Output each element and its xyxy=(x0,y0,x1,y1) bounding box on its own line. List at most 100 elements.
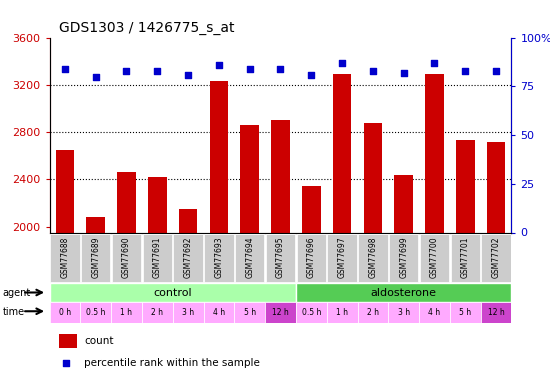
Bar xyxy=(394,175,413,232)
Point xyxy=(60,66,69,72)
Text: GSM77700: GSM77700 xyxy=(430,237,439,278)
Bar xyxy=(271,120,290,232)
Text: 5 h: 5 h xyxy=(459,308,471,316)
FancyBboxPatch shape xyxy=(50,302,80,322)
FancyBboxPatch shape xyxy=(204,234,234,282)
Bar xyxy=(240,125,259,232)
Text: GSM77696: GSM77696 xyxy=(307,237,316,278)
Text: GSM77694: GSM77694 xyxy=(245,237,254,278)
Point xyxy=(430,60,439,66)
Point xyxy=(153,68,162,74)
FancyBboxPatch shape xyxy=(358,234,388,282)
Text: control: control xyxy=(153,288,192,297)
FancyBboxPatch shape xyxy=(358,302,388,322)
Text: GSM77691: GSM77691 xyxy=(153,237,162,278)
FancyBboxPatch shape xyxy=(235,234,265,282)
Text: GSM77692: GSM77692 xyxy=(184,237,192,278)
Text: GSM77702: GSM77702 xyxy=(492,237,500,278)
Point xyxy=(338,60,346,66)
Bar xyxy=(148,177,167,232)
Bar xyxy=(56,150,74,232)
FancyBboxPatch shape xyxy=(481,302,512,322)
Text: 4 h: 4 h xyxy=(428,308,441,316)
FancyBboxPatch shape xyxy=(388,302,419,322)
Text: 1 h: 1 h xyxy=(336,308,348,316)
Bar xyxy=(302,186,321,232)
Text: GSM77701: GSM77701 xyxy=(461,237,470,278)
Bar xyxy=(487,141,505,232)
FancyBboxPatch shape xyxy=(420,234,449,282)
Bar xyxy=(456,140,475,232)
FancyBboxPatch shape xyxy=(142,302,173,322)
Text: 1 h: 1 h xyxy=(120,308,133,316)
Text: 12 h: 12 h xyxy=(272,308,289,316)
Text: 12 h: 12 h xyxy=(488,308,504,316)
Point xyxy=(492,68,500,74)
Point xyxy=(423,237,432,243)
Point xyxy=(368,68,377,74)
Text: percentile rank within the sample: percentile rank within the sample xyxy=(84,358,260,368)
Bar xyxy=(117,172,136,232)
Text: 0.5 h: 0.5 h xyxy=(301,308,321,316)
FancyBboxPatch shape xyxy=(481,234,511,282)
FancyBboxPatch shape xyxy=(296,302,327,322)
Text: 2 h: 2 h xyxy=(367,308,379,316)
Text: 0.5 h: 0.5 h xyxy=(86,308,106,316)
FancyBboxPatch shape xyxy=(450,234,480,282)
FancyBboxPatch shape xyxy=(142,234,172,282)
FancyBboxPatch shape xyxy=(450,302,481,322)
FancyBboxPatch shape xyxy=(81,234,111,282)
Text: GSM77688: GSM77688 xyxy=(60,237,69,278)
Text: 0 h: 0 h xyxy=(59,308,71,316)
FancyBboxPatch shape xyxy=(204,302,234,322)
Bar xyxy=(86,217,105,232)
Bar xyxy=(425,74,444,232)
Text: GSM77689: GSM77689 xyxy=(91,237,100,278)
Bar xyxy=(364,123,382,232)
Text: GSM77695: GSM77695 xyxy=(276,237,285,278)
FancyBboxPatch shape xyxy=(266,234,295,282)
Point xyxy=(276,66,285,72)
FancyBboxPatch shape xyxy=(327,234,357,282)
Point xyxy=(91,74,100,80)
Text: 5 h: 5 h xyxy=(244,308,256,316)
FancyBboxPatch shape xyxy=(50,234,80,282)
Bar xyxy=(333,74,351,232)
FancyBboxPatch shape xyxy=(296,283,512,302)
Point xyxy=(122,68,131,74)
Text: GSM77698: GSM77698 xyxy=(368,237,377,278)
Text: GSM77690: GSM77690 xyxy=(122,237,131,278)
FancyBboxPatch shape xyxy=(173,302,204,322)
FancyBboxPatch shape xyxy=(80,302,111,322)
Text: count: count xyxy=(84,336,114,346)
FancyBboxPatch shape xyxy=(234,302,265,322)
Point xyxy=(214,62,223,68)
Bar xyxy=(179,209,197,232)
FancyBboxPatch shape xyxy=(112,234,141,282)
Point xyxy=(399,70,408,76)
Point xyxy=(184,72,192,78)
FancyBboxPatch shape xyxy=(296,234,326,282)
FancyBboxPatch shape xyxy=(265,302,296,322)
FancyBboxPatch shape xyxy=(173,234,203,282)
Text: aldosterone: aldosterone xyxy=(371,288,437,297)
Text: 2 h: 2 h xyxy=(151,308,163,316)
Text: GSM77693: GSM77693 xyxy=(214,237,223,278)
Point xyxy=(461,68,470,74)
Bar xyxy=(210,81,228,232)
Bar xyxy=(59,334,77,348)
Text: GSM77699: GSM77699 xyxy=(399,237,408,278)
Text: time: time xyxy=(3,307,25,317)
Text: agent: agent xyxy=(3,288,31,298)
FancyBboxPatch shape xyxy=(327,302,358,322)
Text: 3 h: 3 h xyxy=(398,308,410,316)
FancyBboxPatch shape xyxy=(111,302,142,322)
Text: GSM77697: GSM77697 xyxy=(338,237,346,278)
Point xyxy=(245,66,254,72)
Text: GDS1303 / 1426775_s_at: GDS1303 / 1426775_s_at xyxy=(59,21,234,35)
Text: 3 h: 3 h xyxy=(182,308,194,316)
FancyBboxPatch shape xyxy=(419,302,450,322)
FancyBboxPatch shape xyxy=(389,234,419,282)
Text: 4 h: 4 h xyxy=(213,308,225,316)
Point xyxy=(307,72,316,78)
